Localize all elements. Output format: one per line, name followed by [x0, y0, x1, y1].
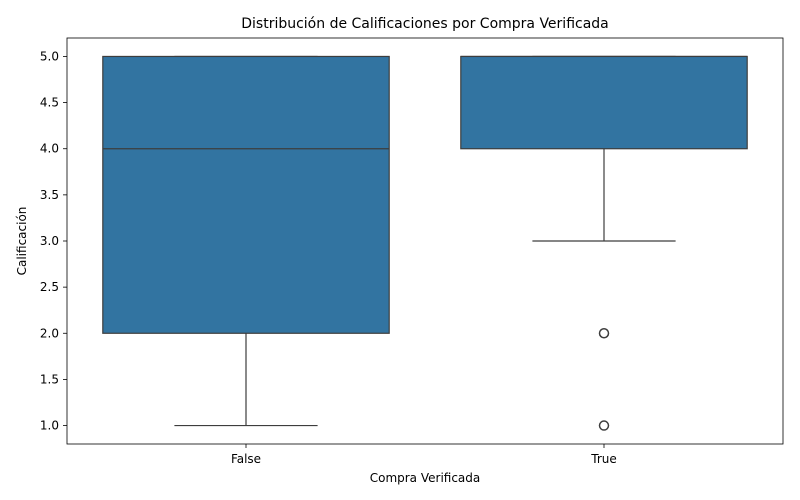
y-tick-label: 3.0: [40, 234, 59, 248]
x-axis: False True: [231, 444, 617, 466]
y-tick-label: 4.5: [40, 96, 59, 110]
y-tick-label: 4.0: [40, 142, 59, 156]
box-group-true: [460, 55, 748, 431]
y-tick-label: 5.0: [40, 49, 59, 63]
y-tick-label: 1.5: [40, 372, 59, 386]
y-tick-label: 2.5: [40, 280, 59, 294]
box-iqr: [102, 55, 390, 334]
x-tick-label: True: [590, 452, 617, 466]
outlier-point: [598, 328, 610, 339]
box-iqr: [460, 55, 748, 150]
y-axis: 1.0 1.5 2.0 2.5 3.0 3.5 4.0 4.5 5.0: [40, 49, 67, 433]
chart-title: Distribución de Calificaciones por Compr…: [241, 16, 609, 32]
y-axis-label: Calificación: [15, 207, 29, 276]
y-tick-label: 3.5: [40, 188, 59, 202]
x-tick-label: False: [231, 452, 261, 466]
plot-frame: [66, 37, 784, 445]
y-tick-label: 1.0: [40, 419, 59, 433]
plot-area: [102, 55, 748, 431]
x-axis-label: Compra Verificada: [370, 471, 481, 485]
y-tick-label: 2.0: [40, 326, 59, 340]
outlier-point: [598, 420, 610, 431]
box-group-false: [102, 55, 390, 427]
